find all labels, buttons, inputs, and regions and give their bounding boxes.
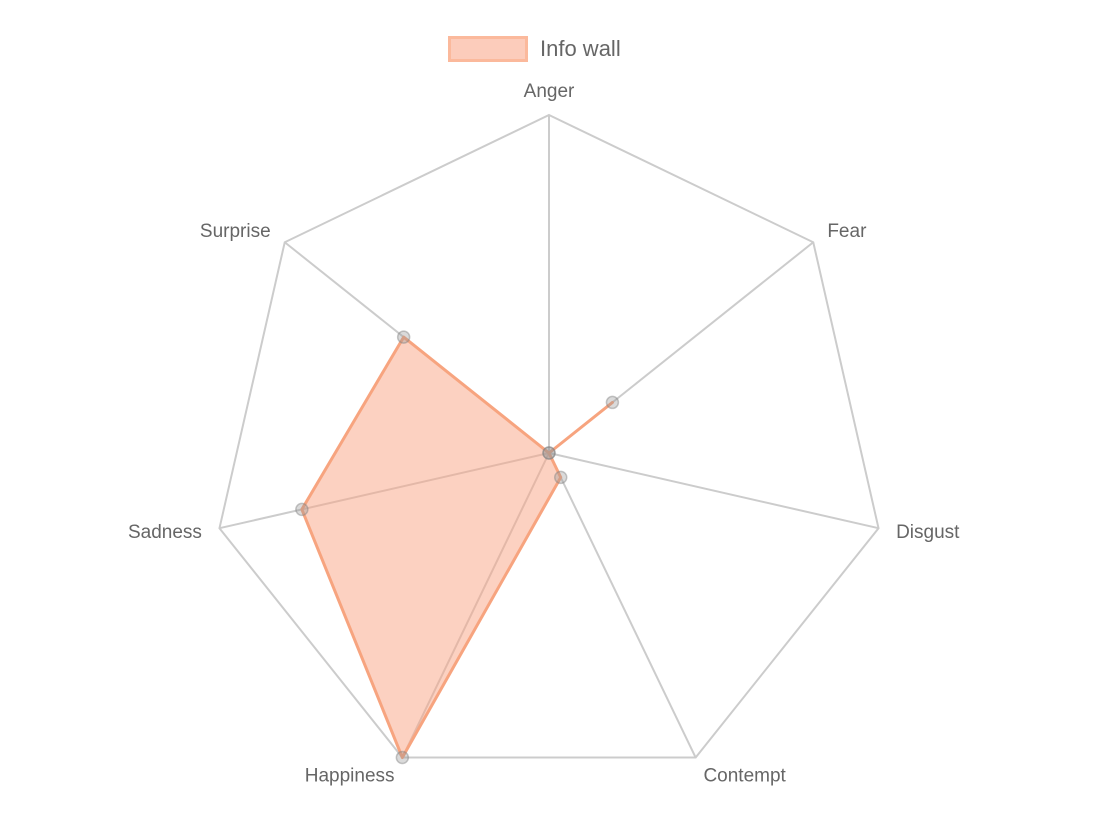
axis-label-disgust: Disgust [896,522,960,543]
axis-label-happiness: Happiness [305,766,395,787]
data-point-fear [605,395,620,410]
data-point-anger [542,446,556,460]
grid-outline [218,113,880,759]
axis-spoke-disgust [548,452,879,530]
data-point-surprise [396,330,411,344]
series-area-0 [300,335,614,760]
data-point-happiness [395,750,410,765]
legend-swatch [448,36,528,62]
data-point-sadness [295,502,309,517]
legend[interactable]: Info wall [448,36,621,62]
axis-label-anger: Anger [524,81,575,102]
axis-label-sadness: Sadness [128,522,202,543]
legend-label: Info wall [540,36,621,61]
axis-label-surprise: Surprise [200,221,271,242]
axis-label-fear: Fear [827,221,867,242]
data-point-contempt [553,470,568,485]
data-point-disgust [542,446,556,460]
axis-label-contempt: Contempt [703,766,786,787]
axis-spoke-contempt [548,452,697,758]
